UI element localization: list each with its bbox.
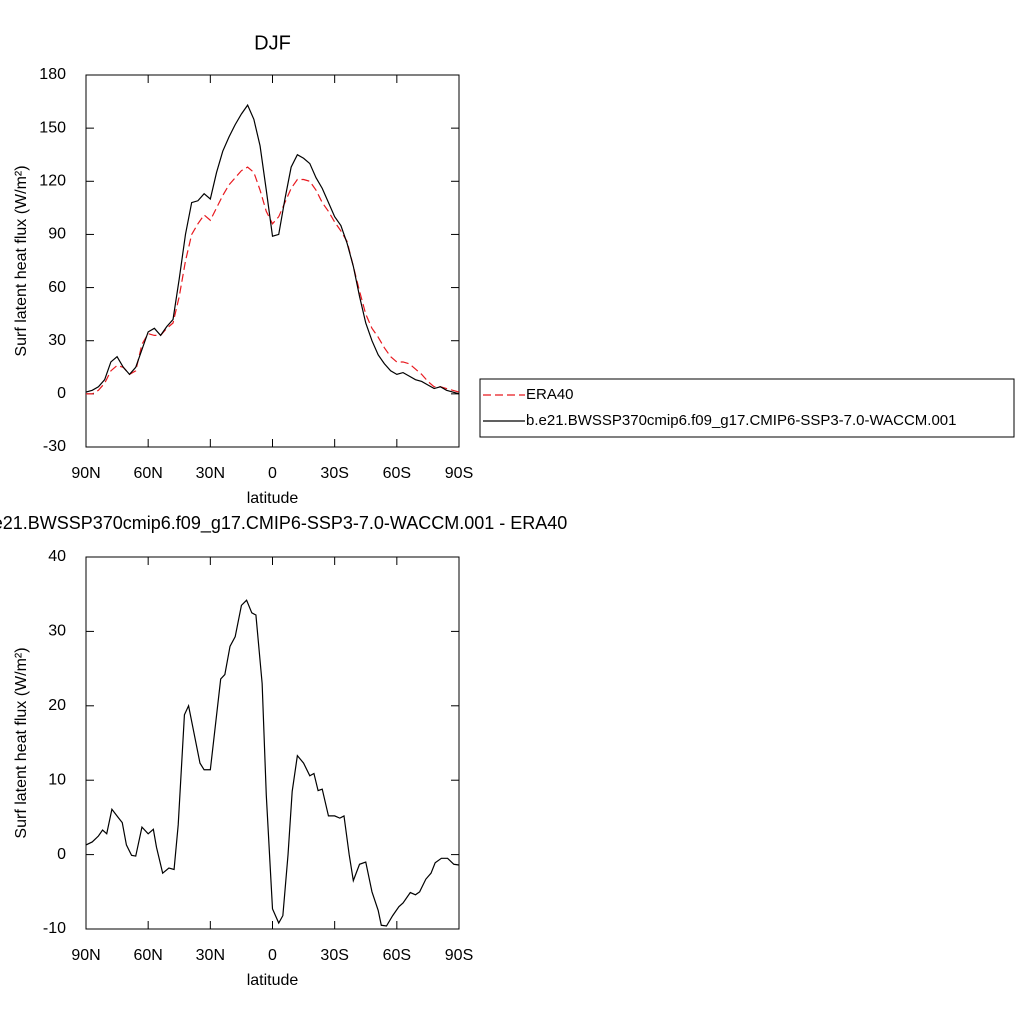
chart-title: b.e21.BWSSP370cmip6.f09_g17.CMIP6-SSP3-7… [0,513,567,534]
y-tick-label: 180 [39,66,66,83]
x-tick-label: 0 [268,947,277,964]
x-tick-label: 60S [383,465,411,482]
data-line [86,166,460,395]
x-axis-label: latitude [247,972,299,989]
legend-box [479,378,1015,438]
y-tick-label: 30 [48,623,66,640]
y-tick-label: 120 [39,173,66,190]
x-tick-label: 90N [71,465,100,482]
x-axis-label: latitude [247,490,299,507]
plot-frame [85,74,460,448]
y-tick-label: -10 [43,920,66,937]
legend-label: ERA40 [526,386,574,403]
y-tick-label: 60 [48,279,66,296]
data-line [85,103,460,395]
x-tick-label: 30S [320,947,348,964]
x-tick-label: 30N [196,465,225,482]
plot-frame [85,556,460,930]
x-tick-label: 0 [268,465,277,482]
y-axis-label: Surf latent heat flux (W/m²) [13,647,30,838]
y-tick-label: 30 [48,332,66,349]
x-tick-label: 60N [133,947,162,964]
y-tick-label: 40 [48,548,66,565]
x-tick-label: 90S [445,947,473,964]
y-tick-label: 150 [39,119,66,136]
legend-label: b.e21.BWSSP370cmip6.f09_g17.CMIP6-SSP3-7… [526,412,956,429]
y-tick-label: 10 [48,771,66,788]
y-tick-label: 0 [57,846,66,863]
x-tick-label: 90N [71,947,100,964]
y-tick-label: -30 [43,438,66,455]
x-tick-label: 30S [320,465,348,482]
y-tick-label: 90 [48,226,66,243]
chart-title: DJF [254,32,291,54]
x-tick-label: 60N [133,465,162,482]
y-tick-label: 20 [48,697,66,714]
x-tick-label: 30N [196,947,225,964]
x-tick-label: 60S [383,947,411,964]
x-tick-label: 90S [445,465,473,482]
data-line [85,599,460,927]
y-axis-label: Surf latent heat flux (W/m²) [13,165,30,356]
y-tick-label: 0 [57,385,66,402]
